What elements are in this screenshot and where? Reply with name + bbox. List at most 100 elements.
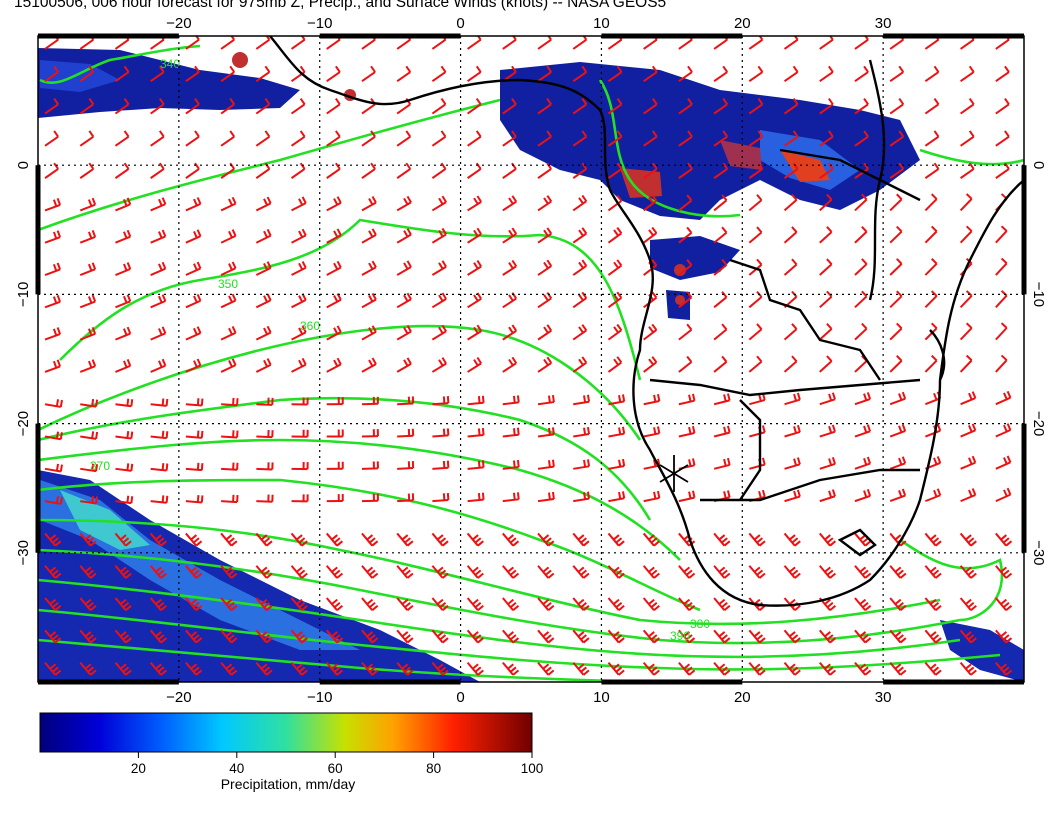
wind-barb <box>114 565 132 579</box>
wind-barb <box>291 325 307 341</box>
wind-barb <box>924 130 940 147</box>
wind-barb <box>290 98 306 115</box>
wind-barb <box>255 130 271 147</box>
wind-barb <box>150 326 167 341</box>
wind-barb <box>854 65 869 83</box>
wind-barb <box>431 565 449 579</box>
wind-barb <box>361 130 376 147</box>
wind-barb <box>678 291 693 309</box>
wind-barb <box>185 565 203 579</box>
wind-barb <box>502 459 520 470</box>
wind-barb <box>889 130 905 147</box>
wind-barb <box>115 197 132 212</box>
wind-barb <box>783 193 798 212</box>
wind-barb <box>502 162 517 179</box>
wind-barb <box>150 430 169 440</box>
wind-barb <box>361 228 377 244</box>
wind-barb <box>960 98 975 115</box>
wind-barb <box>255 565 273 579</box>
wind-barb <box>678 259 693 276</box>
wind-barb <box>325 661 344 676</box>
wind-barb <box>854 130 869 147</box>
wind-barb <box>889 629 907 644</box>
wind-barb <box>995 423 1012 438</box>
colorbar-ticks: 20 40 60 80 100 <box>131 752 543 776</box>
wind-barb <box>149 661 167 676</box>
wind-barb <box>44 98 59 115</box>
wind-barb <box>466 629 484 644</box>
wind-barb <box>44 130 59 147</box>
wind-barb <box>573 459 591 470</box>
wind-barb <box>361 357 377 373</box>
wind-barb <box>220 661 238 676</box>
wind-barb <box>291 357 307 373</box>
wind-barb <box>44 197 61 212</box>
wind-barb <box>959 322 973 341</box>
wind-barb <box>114 532 132 547</box>
wind-barb <box>607 98 623 115</box>
wind-barb <box>361 260 377 276</box>
wind-barb <box>432 492 450 503</box>
lon-tick-label-top: −20 <box>166 15 191 32</box>
wind-barb <box>537 130 552 147</box>
wind-barb <box>79 359 97 373</box>
wind-barb <box>572 194 588 212</box>
wind-barb <box>960 488 977 503</box>
wind-barb <box>784 424 801 438</box>
wind-barb <box>537 324 553 341</box>
colorbar-tick-label: 40 <box>229 761 244 776</box>
wind-barb <box>44 294 61 309</box>
station-marker <box>659 455 689 492</box>
wind-barb <box>220 65 236 83</box>
wind-barb <box>396 629 414 644</box>
wind-barb <box>396 325 412 341</box>
wind-barb <box>995 532 1013 547</box>
wind-barb <box>748 565 766 579</box>
wind-barb <box>678 597 696 612</box>
wind-barb <box>924 629 942 644</box>
wind-barb <box>432 460 450 470</box>
wind-barb <box>573 491 591 503</box>
wind-barb <box>502 195 518 212</box>
wind-barb <box>361 629 379 644</box>
wind-barb <box>431 597 449 612</box>
wind-barb <box>79 294 97 309</box>
wind-barb <box>397 493 415 503</box>
wind-barb <box>889 225 903 244</box>
wind-barb <box>150 197 167 212</box>
wind-barb <box>431 260 447 276</box>
wind-barb <box>361 597 379 612</box>
wind-barb <box>573 426 591 438</box>
wind-barb <box>220 293 237 309</box>
wind-barb <box>607 323 623 341</box>
wind-barb <box>44 399 63 408</box>
wind-barb <box>995 322 1008 341</box>
wind-barb <box>959 290 973 309</box>
wind-barb <box>924 565 942 579</box>
wind-barb <box>678 194 693 212</box>
wind-barb <box>607 227 623 244</box>
wind-barb <box>431 532 449 547</box>
wind-barb <box>537 565 555 579</box>
colorbar-tick-label: 80 <box>426 761 441 776</box>
wind-barb <box>361 532 379 547</box>
wind-barb <box>431 324 447 341</box>
wind-barb <box>924 65 940 83</box>
map-frame <box>37 35 1025 683</box>
wind-barb <box>572 661 590 676</box>
wind-barb <box>185 629 203 644</box>
wind-barb <box>537 394 555 406</box>
wind-barb <box>220 261 237 276</box>
wind-barb <box>642 661 660 676</box>
wind-barb <box>44 162 59 179</box>
wind-barb <box>80 495 99 505</box>
wind-barb <box>396 162 412 179</box>
wind-barb <box>572 259 588 276</box>
wind-barb <box>149 565 167 579</box>
wind-barb <box>326 429 344 438</box>
wind-barb <box>854 424 872 438</box>
wind-barb <box>115 398 134 408</box>
graticule <box>38 36 1024 682</box>
wind-barb <box>572 324 588 341</box>
wind-barb <box>607 130 623 147</box>
